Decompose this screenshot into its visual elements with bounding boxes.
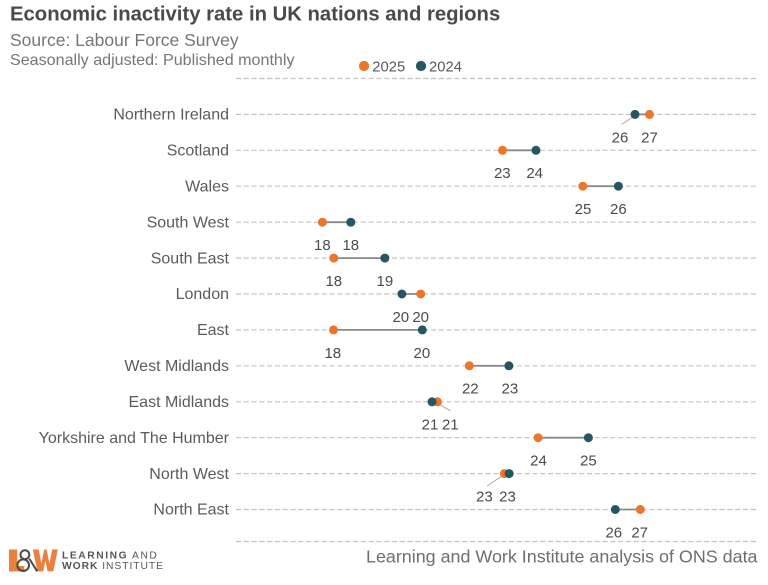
svg-text:21: 21	[442, 417, 459, 434]
svg-text:East Midlands: East Midlands	[129, 394, 230, 411]
svg-text:Source: Labour Force Survey: Source: Labour Force Survey	[10, 30, 239, 50]
svg-text:Seasonally adjusted: Published: Seasonally adjusted: Published monthly	[10, 51, 295, 69]
svg-text:North West: North West	[149, 466, 229, 483]
svg-text:25: 25	[580, 453, 597, 470]
svg-text:Economic inactivity rate in UK: Economic inactivity rate in UK nations a…	[10, 3, 500, 25]
svg-text:WORK INSTITUTE: WORK INSTITUTE	[62, 561, 164, 572]
svg-text:Yorkshire and The Humber: Yorkshire and The Humber	[39, 430, 230, 447]
svg-text:Scotland: Scotland	[167, 143, 229, 160]
svg-text:18: 18	[325, 273, 342, 290]
svg-text:26: 26	[612, 129, 629, 146]
svg-text:21: 21	[422, 417, 439, 434]
svg-text:26: 26	[610, 201, 627, 218]
svg-text:Northern Ireland: Northern Ireland	[113, 107, 229, 124]
svg-text:2025: 2025	[372, 60, 405, 76]
svg-text:East: East	[197, 322, 230, 339]
svg-text:27: 27	[641, 129, 658, 146]
svg-text:20: 20	[412, 309, 429, 326]
svg-text:North East: North East	[153, 502, 229, 519]
svg-text:LEARNING AND: LEARNING AND	[62, 550, 158, 561]
svg-text:26: 26	[605, 524, 622, 541]
svg-text:25: 25	[575, 201, 592, 218]
svg-text:19: 19	[377, 273, 394, 290]
svg-text:24: 24	[526, 165, 543, 182]
svg-text:South West: South West	[147, 214, 230, 231]
svg-text:Learning and Work Institute an: Learning and Work Institute analysis of …	[366, 547, 758, 567]
svg-text:23: 23	[494, 165, 511, 182]
svg-text:18: 18	[342, 237, 359, 254]
svg-text:23: 23	[502, 381, 519, 398]
svg-text:London: London	[176, 286, 229, 303]
svg-text:23: 23	[476, 489, 493, 506]
svg-text:27: 27	[631, 524, 648, 541]
svg-text:23: 23	[499, 489, 516, 506]
svg-text:24: 24	[530, 453, 547, 470]
svg-text:Wales: Wales	[185, 178, 229, 195]
svg-text:2024: 2024	[429, 60, 462, 76]
svg-text:18: 18	[314, 237, 331, 254]
svg-text:18: 18	[324, 345, 341, 362]
svg-text:South East: South East	[151, 250, 230, 267]
svg-text:20: 20	[392, 309, 409, 326]
svg-text:22: 22	[462, 381, 479, 398]
svg-text:West Midlands: West Midlands	[124, 358, 229, 375]
svg-text:20: 20	[414, 345, 431, 362]
